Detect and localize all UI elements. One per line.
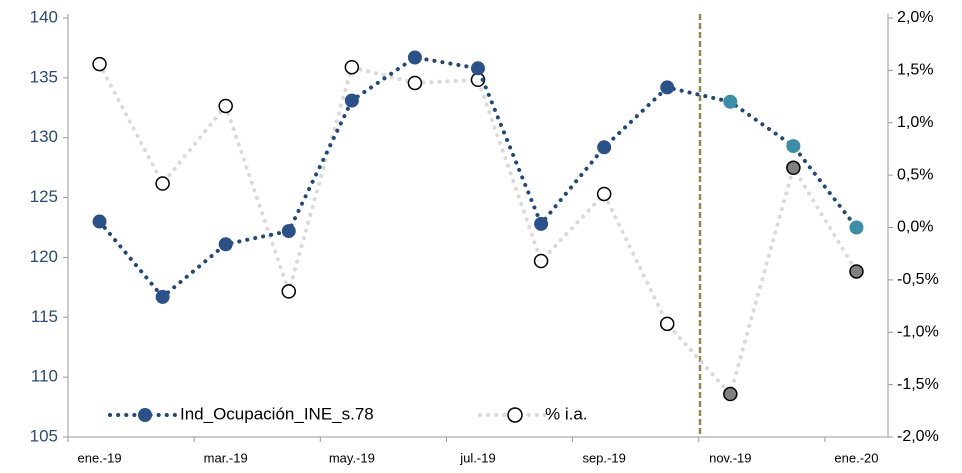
series-line [97,55,859,300]
marker [786,160,801,176]
x-tick-label: jul.-19 [459,450,495,465]
marker [92,56,107,72]
marker [596,186,612,202]
legend-marker [507,407,523,423]
y-tick-label: 110 [31,367,58,386]
marker [723,94,738,109]
y-tick-label: 120 [30,247,58,266]
x-tick-label: nov.-19 [709,450,751,465]
marker [659,316,675,332]
marker [471,61,485,76]
marker [218,98,233,114]
marker [534,216,549,231]
x-tick-label: sep.-19 [582,450,625,465]
y2-tick-label: 0,0% [897,219,933,236]
x-tick-label: mar.-19 [204,450,248,465]
marker [155,176,170,191]
y-tick-label: 125 [30,187,58,206]
y2-tick-label: -1,5% [897,376,939,393]
marker [533,253,549,269]
marker [281,224,296,239]
marker [92,214,107,229]
y-tick-label: 130 [30,127,58,146]
series-line [97,62,859,399]
marker [155,289,170,304]
y2-tick-label: 2,0% [897,9,933,26]
y2-tick-label: 1,0% [897,114,933,131]
legend-label: Ind_Ocupación_INE_s.78 [180,404,374,423]
legend-marker [138,408,152,422]
y-tick-label: 115 [31,307,58,326]
y-tick-label: 135 [30,67,58,86]
marker [218,237,233,252]
y2-tick-label: 0,5% [897,166,933,183]
x-tick-label: may.-19 [329,450,375,465]
marker [597,140,612,155]
legend-label: % i.a. [545,404,588,423]
marker [723,386,738,402]
x-tick-label: ene.-19 [77,450,121,465]
marker [281,284,297,299]
x-tick-label: ene.-20 [834,450,878,465]
y2-tick-label: -2,0% [897,428,939,445]
y2-tick-label: -1,0% [897,323,939,340]
y-tick-label: 140 [30,7,58,26]
marker [849,264,864,279]
marker [344,93,359,108]
marker [344,59,360,75]
marker [407,75,423,91]
y2-tick-label: 1,5% [897,62,933,79]
marker [849,220,864,235]
y-tick-label: 105 [30,426,58,445]
y2-tick-label: -0,5% [897,271,939,288]
marker [786,139,801,154]
marker [660,80,675,95]
marker [407,50,422,65]
